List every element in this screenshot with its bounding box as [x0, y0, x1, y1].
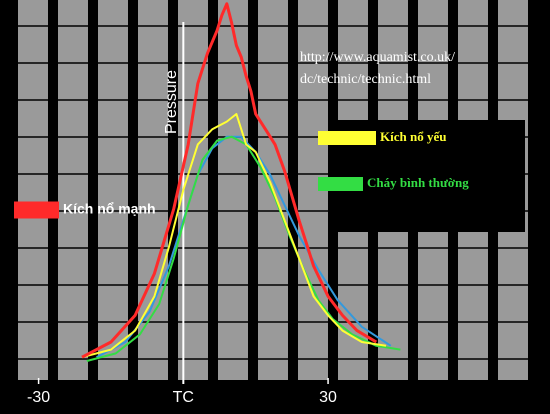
stripe [218, 0, 248, 380]
x-tick-label: -30 [27, 389, 50, 406]
background-stripes [18, 0, 528, 380]
legend-label: Cháy bình thường [367, 175, 469, 190]
annotation: dc/technic/technic.html [300, 72, 431, 87]
stripe [58, 0, 88, 380]
plot [37, 2, 401, 384]
stripe [18, 0, 48, 380]
line [81, 2, 378, 359]
legend-label: Kích nổ yếu [380, 129, 446, 144]
line [96, 135, 392, 359]
legend-swatch [318, 131, 376, 145]
x-tick-label: 30 [319, 389, 337, 406]
legend-swatch [318, 177, 363, 191]
legend-label: Kích nổ mạnh [63, 201, 156, 217]
line [81, 113, 387, 359]
legend-swatch [14, 201, 59, 219]
y-axis-label: Pressure [163, 70, 180, 134]
x-tick-label: TC [173, 389, 194, 406]
annotation: http://www.aquamist.co.uk/ [300, 50, 455, 65]
stripe [138, 0, 168, 380]
stripe [98, 0, 128, 380]
